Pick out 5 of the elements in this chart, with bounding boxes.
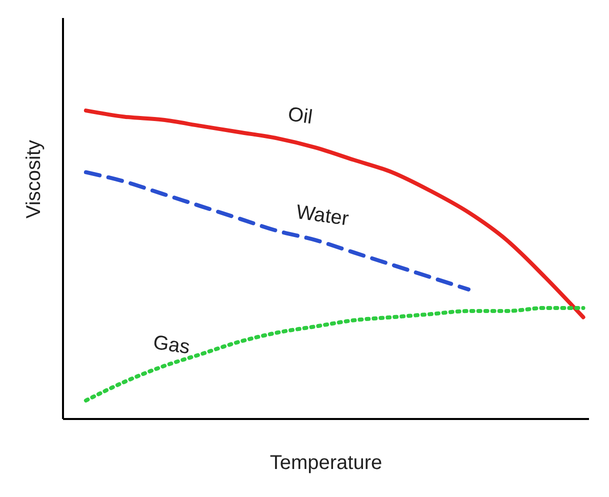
x-axis-title: Temperature bbox=[270, 452, 382, 474]
text: Water bbox=[294, 201, 350, 230]
text: Gas bbox=[152, 332, 192, 359]
y-axis-title: Viscosity bbox=[23, 140, 46, 218]
text: Oil bbox=[286, 103, 314, 129]
